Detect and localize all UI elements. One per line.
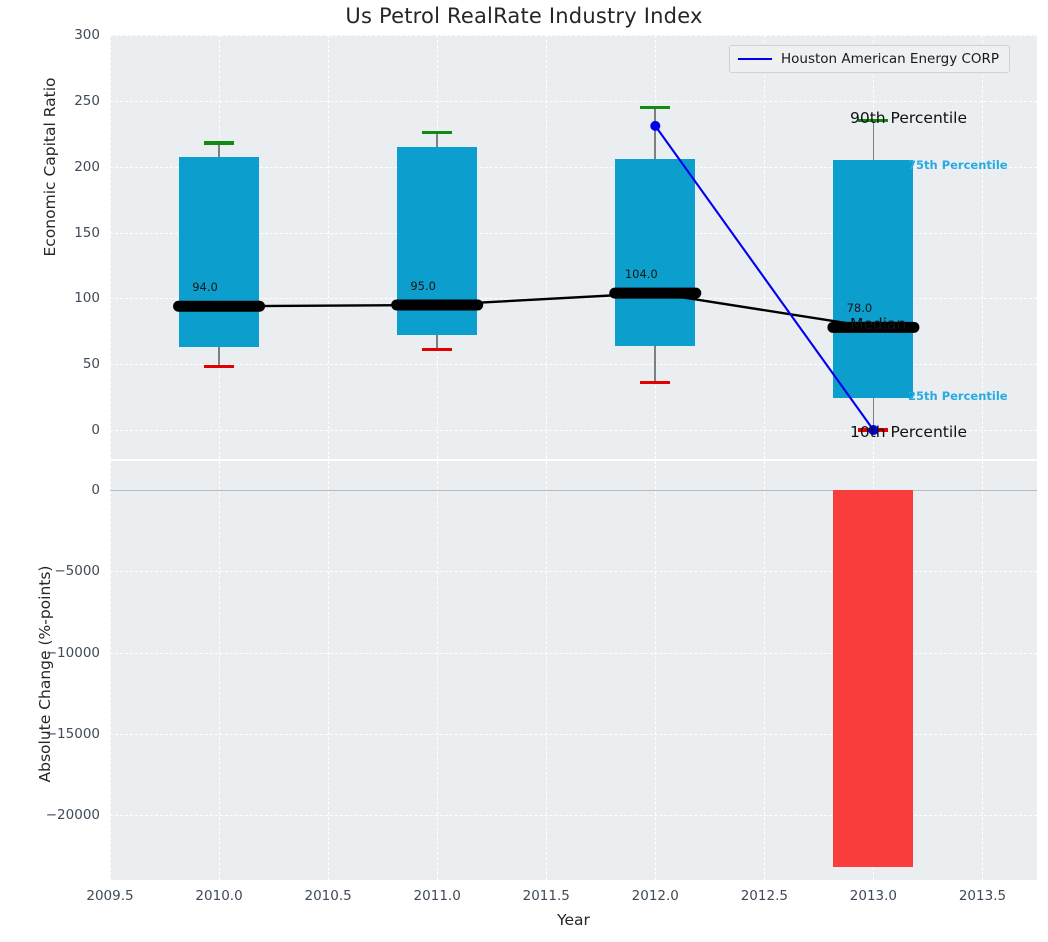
median-bar (827, 321, 920, 333)
y-tick-label-top: 250 (74, 92, 100, 109)
chart-legend[interactable]: Houston American Energy CORP (729, 45, 1011, 73)
y-tick-label-bottom: −15000 (45, 725, 100, 742)
zero-baseline (110, 490, 1037, 492)
median-bar (391, 299, 484, 311)
whisker-cap-high (204, 141, 235, 145)
y-tick-label-bottom: 0 (91, 482, 100, 499)
legend-line-swatch (738, 58, 772, 60)
y-tick-label-bottom: −10000 (45, 644, 100, 661)
gridline-vertical (764, 35, 766, 459)
y-tick-label-top: 200 (74, 158, 100, 175)
whisker-cap-low (640, 381, 671, 385)
median-bar (609, 287, 702, 299)
bottom-plot-panel (110, 461, 1037, 880)
gridline-vertical (546, 35, 548, 459)
whisker-cap-high (640, 105, 671, 109)
iqr-box (833, 160, 914, 399)
whisker-cap-low (422, 348, 453, 352)
top-plot-panel: 94.0 95.0 104.0 78.0 (110, 35, 1037, 459)
gridline-horizontal (110, 100, 1037, 102)
iqr-box (179, 157, 260, 348)
gridline-vertical (110, 461, 111, 880)
whisker-cap-high (858, 118, 889, 123)
median-value-label: 78.0 (846, 301, 873, 316)
x-tick-label: 2012.5 (740, 888, 788, 904)
x-tick-label: 2013.0 (849, 888, 898, 904)
gridline-horizontal (110, 571, 1037, 573)
x-tick-label: 2013.5 (958, 888, 1007, 904)
y-tick-label-bottom: −5000 (54, 563, 100, 580)
gridline-vertical (328, 35, 330, 459)
median-trend-path (219, 291, 874, 329)
median-value-label: 94.0 (192, 280, 218, 295)
gridline-horizontal (110, 166, 1037, 168)
gridline-vertical (546, 461, 548, 880)
x-tick-label: 2010.5 (304, 888, 352, 904)
gridline-horizontal (110, 35, 1037, 36)
gridline-horizontal (110, 430, 1037, 432)
x-tick-label: 2011.0 (413, 888, 461, 904)
median-bar (173, 300, 266, 312)
annotation-median: Median (850, 315, 907, 334)
median-value-label: 95.0 (410, 278, 436, 293)
absolute-change-bar (833, 490, 914, 867)
y-tick-label-top: 100 (74, 290, 100, 307)
y-tick-label-top: 50 (82, 356, 100, 373)
whisker-cap-low (204, 365, 235, 369)
y-tick-label-bottom: −20000 (45, 807, 100, 824)
gridline-vertical (110, 35, 111, 459)
legend-label-company: Houston American Energy CORP (781, 51, 1000, 67)
iqr-box (615, 158, 696, 346)
x-tick-label: 2009.5 (86, 888, 134, 904)
x-tick-label: 2011.5 (522, 888, 570, 904)
chart-title: Us Petrol RealRate Industry Index (345, 4, 703, 28)
company-line-path (654, 125, 875, 431)
bottom-panel-marks (110, 461, 1037, 880)
gridline-vertical (655, 461, 657, 880)
gridline-vertical (764, 461, 766, 880)
gridline-horizontal (110, 298, 1037, 300)
annotation-25th-percentile: 25th Percentile (908, 389, 1008, 404)
gridline-vertical (437, 461, 439, 880)
annotation-10th-percentile: 10th Percentile (850, 423, 968, 442)
bottom-panel-gridlines (110, 461, 1037, 880)
gridline-vertical (219, 461, 221, 880)
annotation-75th-percentile: 75th Percentile (908, 157, 1008, 172)
whisker-cap-high (422, 130, 453, 135)
x-axis-label: Year (557, 911, 590, 929)
median-trend-line (173, 287, 920, 333)
y-tick-label-top: 300 (74, 27, 100, 43)
gridline-horizontal (110, 652, 1037, 654)
gridline-vertical (982, 461, 984, 880)
gridline-horizontal (110, 815, 1037, 817)
gridline-vertical (982, 35, 984, 459)
gridline-horizontal (110, 232, 1037, 234)
company-data-point[interactable] (650, 120, 661, 131)
company-data-point[interactable] (868, 425, 879, 436)
gridline-horizontal (110, 364, 1037, 366)
x-tick-label: 2010.0 (195, 888, 243, 904)
median-value-label: 104.0 (624, 267, 658, 282)
annotation-90th-percentile: 90th Percentile (850, 108, 968, 127)
gridline-horizontal (110, 733, 1037, 735)
y-axis-ticks: 0 50 100 150 200 250 300 0 −5000 −10000 −15000 −200… (0, 0, 110, 942)
y-tick-label-top: 150 (74, 224, 100, 241)
company-series-line (650, 120, 879, 436)
gridline-vertical (328, 461, 330, 880)
y-tick-label-top: 0 (91, 422, 100, 439)
x-tick-label: 2012.0 (631, 888, 679, 904)
